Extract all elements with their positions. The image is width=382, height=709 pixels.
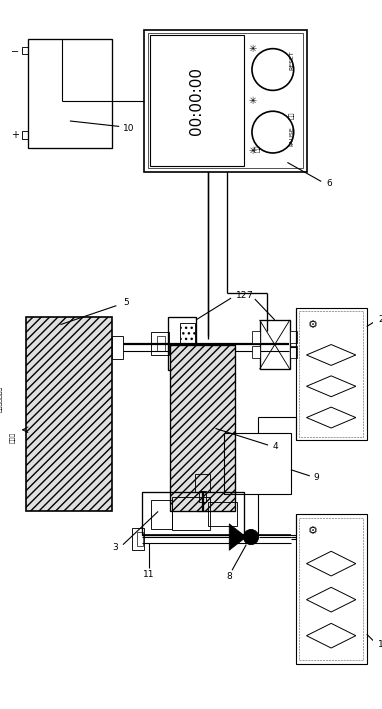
Text: +: + [11,130,19,140]
Bar [133,527,144,550]
Bar [172,497,210,530]
Bar [259,320,290,369]
Polygon shape [229,524,246,550]
Bar [28,39,112,148]
Bar [142,493,244,535]
Bar [290,331,298,342]
Text: ✳: ✳ [249,96,257,106]
Text: 冲压件: 冲压件 [10,432,16,443]
Bar [151,333,168,355]
Text: 6: 6 [326,179,332,188]
Text: 暂停: 暂停 [255,145,261,152]
Bar [23,131,28,139]
Bar [157,336,165,351]
Bar [299,518,363,660]
Bar [296,514,367,664]
Text: 计时: 计时 [289,111,295,119]
Bar [137,532,143,546]
Text: 5: 5 [123,298,129,307]
Bar [151,500,172,528]
Bar [148,33,303,168]
Text: 8: 8 [226,572,232,581]
Bar [112,336,123,359]
Text: 4: 4 [273,442,278,452]
Bar [299,311,363,437]
Text: 1: 1 [378,640,382,649]
Text: ⚙: ⚙ [308,526,318,537]
Bar [208,502,237,525]
Bar [180,323,195,364]
Bar [296,308,367,440]
Bar [170,345,235,511]
Text: 12: 12 [236,291,247,300]
Bar [290,347,298,358]
Text: ✳: ✳ [249,146,257,156]
Text: 3: 3 [112,543,118,552]
Text: ✳: ✳ [249,44,257,54]
Bar [252,347,259,358]
Text: PAUSE: PAUSE [289,126,294,146]
Bar [199,491,206,502]
Bar [195,474,210,493]
Text: 7: 7 [246,291,252,300]
Text: RESET: RESET [289,50,294,70]
Bar [252,331,259,342]
Text: 11: 11 [143,571,154,579]
Circle shape [243,530,259,545]
Text: ⚙: ⚙ [308,320,318,330]
Bar [149,35,244,166]
Bar [23,47,28,55]
Text: 10: 10 [123,124,134,133]
Bar [26,317,112,511]
Bar [225,432,291,494]
Text: −: − [11,48,19,57]
Text: 9: 9 [314,473,319,481]
Bar [168,317,196,370]
Text: 00:00:00: 00:00:00 [189,67,204,135]
Bar [144,30,307,172]
Text: 自动化制造方向: 自动化制造方向 [0,386,3,412]
Text: 2: 2 [378,316,382,325]
